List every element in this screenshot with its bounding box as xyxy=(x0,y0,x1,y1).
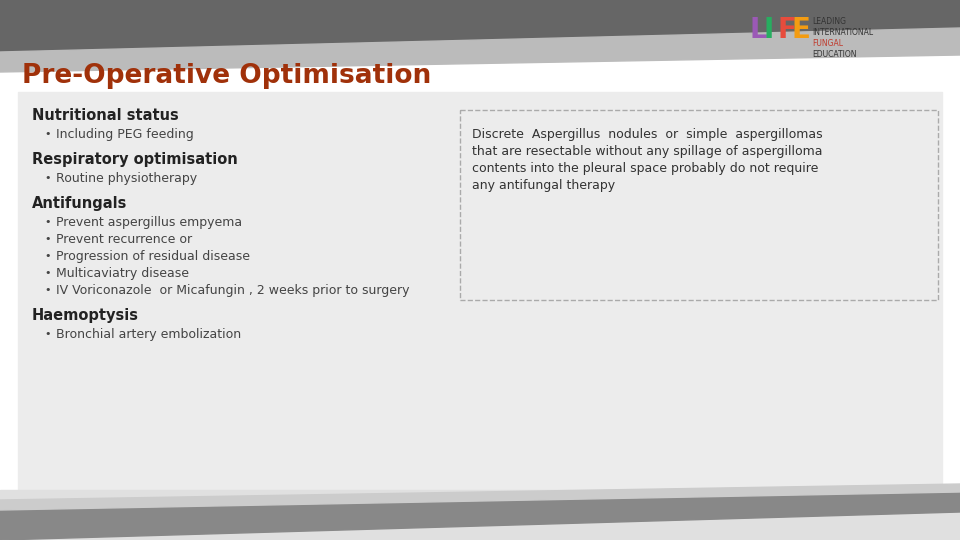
Bar xyxy=(0,55,960,490)
Text: Progression of residual disease: Progression of residual disease xyxy=(56,250,250,263)
Bar xyxy=(460,110,938,300)
Text: Prevent aspergillus empyema: Prevent aspergillus empyema xyxy=(56,216,242,229)
Text: •: • xyxy=(44,234,51,244)
Polygon shape xyxy=(0,484,960,510)
Bar xyxy=(0,490,960,540)
Text: •: • xyxy=(44,329,51,339)
Text: F: F xyxy=(778,16,797,44)
Text: •: • xyxy=(44,173,51,183)
Text: any antifungal therapy: any antifungal therapy xyxy=(472,179,615,192)
Text: that are resectable without any spillage of aspergilloma: that are resectable without any spillage… xyxy=(472,145,823,158)
Text: Antifungals: Antifungals xyxy=(32,196,128,211)
Text: •: • xyxy=(44,285,51,295)
Text: L: L xyxy=(750,16,768,44)
Text: E: E xyxy=(792,16,811,44)
Text: EDUCATION: EDUCATION xyxy=(812,50,856,59)
Text: Haemoptysis: Haemoptysis xyxy=(32,308,139,323)
Text: IV Voriconazole  or Micafungin , 2 weeks prior to surgery: IV Voriconazole or Micafungin , 2 weeks … xyxy=(56,284,410,297)
Text: I: I xyxy=(764,16,775,44)
Bar xyxy=(18,92,942,492)
Text: contents into the pleural space probably do not require: contents into the pleural space probably… xyxy=(472,162,818,175)
Text: Discrete  Aspergillus  nodules  or  simple  aspergillomas: Discrete Aspergillus nodules or simple a… xyxy=(472,128,823,141)
Polygon shape xyxy=(0,0,960,52)
Text: Bronchial artery embolization: Bronchial artery embolization xyxy=(56,328,241,341)
Text: INTERNATIONAL: INTERNATIONAL xyxy=(812,28,874,37)
Polygon shape xyxy=(0,28,960,72)
Text: FUNGAL: FUNGAL xyxy=(812,39,843,48)
Polygon shape xyxy=(0,492,960,540)
Text: Multicaviatry disease: Multicaviatry disease xyxy=(56,267,189,280)
Text: LEADING: LEADING xyxy=(812,17,846,26)
Text: •: • xyxy=(44,268,51,278)
Text: •: • xyxy=(44,129,51,139)
Text: •: • xyxy=(44,251,51,261)
Text: •: • xyxy=(44,217,51,227)
Text: Prevent recurrence or: Prevent recurrence or xyxy=(56,233,192,246)
Text: Respiratory optimisation: Respiratory optimisation xyxy=(32,152,238,167)
Text: Routine physiotherapy: Routine physiotherapy xyxy=(56,172,197,185)
Text: Pre-Operative Optimisation: Pre-Operative Optimisation xyxy=(22,63,431,89)
Text: Including PEG feeding: Including PEG feeding xyxy=(56,128,194,141)
Text: Nutritional status: Nutritional status xyxy=(32,108,179,123)
